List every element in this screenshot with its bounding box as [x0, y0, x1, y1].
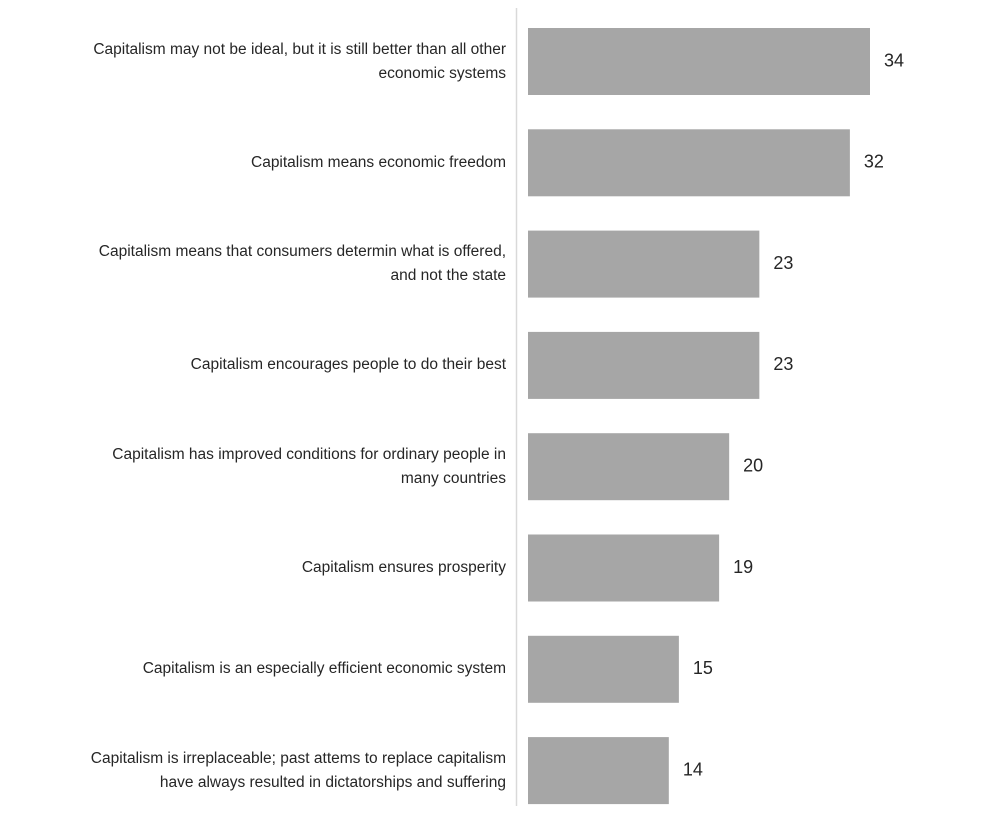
- value-label: 34: [884, 50, 904, 70]
- bar: [528, 331, 760, 399]
- bar: [528, 230, 760, 298]
- category-label: Capitalism means that consumers determin…: [98, 243, 506, 285]
- category-label: Capitalism has improved conditions for o…: [112, 445, 506, 487]
- category-label: Capitalism is an especially efficient ec…: [142, 660, 506, 678]
- bar: [528, 28, 870, 95]
- value-label: 20: [743, 455, 763, 475]
- value-label: 23: [773, 253, 793, 273]
- value-label: 14: [683, 759, 703, 779]
- value-label: 19: [733, 557, 753, 577]
- category-label: Capitalism may not be ideal, but it is s…: [93, 40, 506, 82]
- category-label: Capitalism means economic freedom: [251, 153, 506, 171]
- bar: [528, 635, 679, 703]
- category-label: Capitalism ensures prosperity: [301, 559, 506, 576]
- bar: [528, 534, 720, 602]
- category-label: Capitalism encourages people to do their…: [190, 356, 506, 374]
- value-label: 15: [693, 658, 713, 678]
- bar: [528, 433, 730, 501]
- bar: [528, 129, 850, 197]
- category-label: Capitalism is irreplaceable; past attems…: [90, 749, 506, 791]
- value-label: 32: [864, 152, 884, 172]
- value-label: 23: [773, 354, 793, 374]
- bar: [528, 737, 669, 805]
